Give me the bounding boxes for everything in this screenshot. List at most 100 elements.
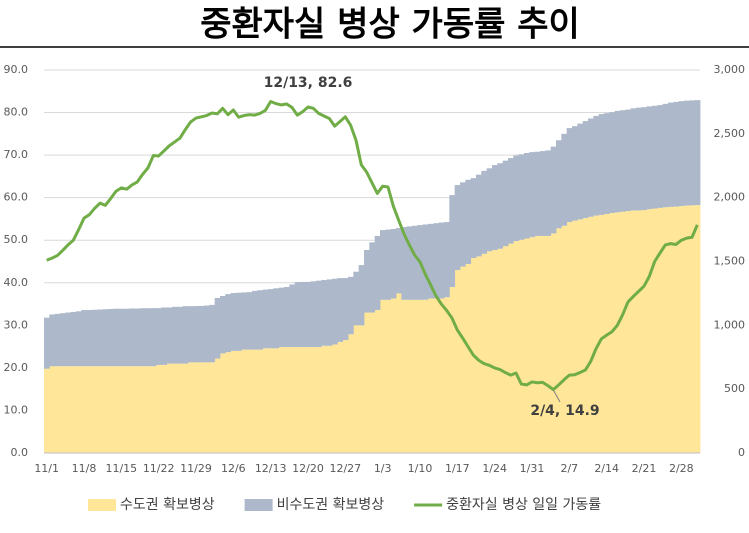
bar — [673, 101, 680, 207]
y2-tick-label: 1,000 — [714, 318, 746, 331]
bar — [684, 100, 690, 206]
x-tick-label: 2/28 — [669, 462, 694, 475]
bar — [337, 278, 344, 342]
bar — [502, 246, 509, 453]
bar — [636, 107, 642, 211]
bar — [582, 218, 589, 453]
bar — [438, 298, 445, 453]
x-tick-label: 2/21 — [632, 462, 657, 475]
bar — [81, 310, 88, 367]
bar — [625, 211, 632, 453]
legend-swatch — [244, 499, 273, 511]
bar — [668, 102, 674, 207]
bar — [273, 348, 280, 453]
bar — [230, 350, 237, 453]
bar — [401, 299, 408, 453]
bar — [406, 226, 413, 300]
bar — [492, 250, 498, 453]
bar — [332, 278, 338, 345]
bar — [161, 364, 168, 453]
bar — [481, 170, 488, 254]
y2-tick-label: 2,000 — [714, 191, 746, 204]
x-tick-label: 11/8 — [72, 462, 97, 475]
x-tick-label: 11/22 — [143, 462, 175, 475]
bar — [321, 280, 328, 346]
bar — [476, 174, 482, 257]
bar — [316, 280, 322, 348]
x-tick-label: 1/3 — [374, 462, 392, 475]
bar — [92, 309, 98, 367]
bar — [433, 223, 440, 299]
bar — [182, 306, 189, 364]
bar — [284, 287, 290, 348]
bar — [566, 222, 573, 453]
bar — [140, 366, 146, 453]
bar — [646, 106, 653, 210]
bar — [593, 115, 600, 216]
y-tick-label: 60.0 — [4, 191, 29, 204]
bar — [689, 205, 696, 453]
bar — [470, 178, 477, 259]
bar — [668, 206, 674, 453]
bar — [550, 233, 557, 453]
bar — [236, 292, 242, 351]
bar — [182, 363, 189, 453]
y2-tick-label: 0 — [738, 446, 745, 459]
bar — [252, 349, 258, 453]
bar — [65, 312, 72, 367]
bar — [44, 317, 50, 369]
bar — [422, 224, 429, 300]
bar — [305, 347, 312, 453]
bar — [625, 109, 632, 212]
bar — [310, 281, 317, 348]
bar — [364, 250, 370, 313]
bar — [129, 308, 136, 367]
bar — [305, 281, 312, 348]
bar — [438, 222, 445, 299]
bar — [630, 210, 637, 453]
bar — [289, 284, 296, 348]
bar — [364, 312, 370, 453]
bar — [86, 310, 93, 367]
bar — [177, 363, 184, 453]
bar — [636, 210, 642, 453]
bar — [588, 118, 594, 217]
bar — [412, 299, 418, 453]
bar — [582, 121, 589, 219]
bar — [657, 207, 664, 453]
x-tick-label: 1/24 — [482, 462, 507, 475]
bar — [92, 366, 98, 453]
bar — [102, 366, 109, 453]
bar — [556, 140, 562, 229]
bar — [433, 298, 440, 453]
bar — [209, 362, 216, 453]
x-tick-label: 1/10 — [408, 462, 433, 475]
bar — [193, 362, 200, 453]
bar — [113, 366, 120, 453]
bar — [694, 100, 701, 206]
bar — [316, 347, 322, 453]
x-tick-label: 12/13 — [255, 462, 287, 475]
bar — [225, 352, 232, 453]
bar — [161, 307, 168, 365]
bar — [422, 299, 429, 453]
bar — [513, 241, 520, 453]
line — [46, 99, 699, 392]
bar — [620, 211, 626, 453]
x-tick-label: 12/6 — [221, 462, 246, 475]
bar — [257, 290, 264, 350]
bar — [412, 225, 418, 300]
bar — [289, 347, 296, 453]
bar — [145, 308, 152, 367]
bar — [358, 265, 365, 326]
bar — [454, 270, 461, 453]
y-tick-label: 0.0 — [11, 446, 29, 459]
bar — [204, 362, 210, 453]
bar — [70, 311, 77, 367]
bar — [252, 290, 258, 350]
bar — [476, 256, 482, 453]
bar — [369, 312, 376, 453]
bar — [273, 288, 280, 349]
bar — [428, 298, 434, 453]
bar — [209, 304, 216, 363]
